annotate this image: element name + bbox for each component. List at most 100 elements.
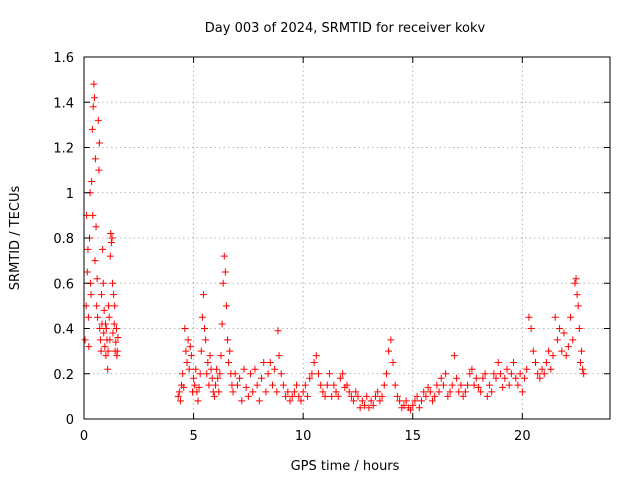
data-point [104,365,112,373]
data-point [367,397,375,405]
data-point [93,275,101,283]
data-point [409,401,417,409]
data-point [461,388,469,396]
data-point [325,370,333,378]
data-point [470,381,478,389]
data-point [418,397,426,405]
y-tick-label: 0.8 [53,232,74,247]
data-point [273,388,281,396]
data-point [253,381,261,389]
data-point [312,352,320,360]
data-point [100,329,108,337]
data-point [84,313,92,321]
data-point [396,397,404,405]
data-point [105,302,113,310]
data-point [553,336,561,344]
data-point [284,388,292,396]
data-point [363,392,371,400]
y-tick-label: 1 [66,187,74,202]
data-point [518,388,526,396]
data-point [242,383,250,391]
data-point [428,397,436,405]
data-point [503,365,511,373]
y-tick-label: 0 [66,413,74,428]
data-point [99,279,107,287]
data-point [210,392,218,400]
data-point [415,404,423,412]
data-point [400,401,408,409]
data-point [479,374,487,382]
data-point [510,358,518,366]
data-point [216,370,224,378]
data-point [90,80,98,88]
data-point [198,313,206,321]
data-point [389,358,397,366]
data-point [347,392,355,400]
data-point [249,388,257,396]
data-point [531,358,539,366]
data-point [251,365,259,373]
data-point [437,374,445,382]
data-point [512,374,520,382]
x-tick-label: 0 [80,429,88,444]
data-point [330,381,338,389]
data-point [96,325,104,332]
data-point [286,397,294,405]
data-point [206,352,214,360]
data-point [468,365,476,373]
data-point [365,404,373,412]
data-point [304,392,312,400]
data-point [222,302,230,310]
data-point [174,392,182,400]
data-point [199,291,207,299]
data-point [527,325,535,332]
data-point [472,374,480,382]
data-point [393,392,401,400]
data-point [459,392,467,400]
data-point [101,320,109,328]
data-point [231,370,239,378]
data-point [97,347,105,355]
data-point [202,336,210,344]
data-point [319,388,327,396]
data-point [306,374,314,382]
y-tick-label: 0.4 [53,323,74,338]
data-point [108,234,116,242]
data-point [107,239,115,247]
data-point [197,347,205,355]
data-point [466,370,474,378]
data-point [413,392,421,400]
data-point [380,381,388,389]
data-point [100,306,108,314]
data-point [268,381,276,389]
data-point [195,383,203,391]
data-point [113,347,121,355]
data-point [91,257,99,265]
data-point [295,392,303,400]
data-point [247,370,255,378]
data-point [175,388,183,396]
data-point [299,388,307,396]
data-point [183,358,191,366]
data-point [547,365,555,373]
data-point [81,336,89,344]
data-point [374,388,382,396]
data-point [108,279,116,287]
data-point [343,381,351,389]
data-point [181,325,189,332]
data-point [376,397,384,405]
data-point [514,381,522,389]
data-point [179,370,187,378]
data-point [187,352,195,360]
data-point [217,352,225,360]
data-point [523,365,531,373]
data-point [521,374,529,382]
data-point [483,392,491,400]
data-point [574,302,582,310]
data-point [339,370,347,378]
data-point [455,388,463,396]
data-point [382,370,390,378]
data-point [453,374,461,382]
data-point [104,347,112,355]
data-point [105,313,113,321]
